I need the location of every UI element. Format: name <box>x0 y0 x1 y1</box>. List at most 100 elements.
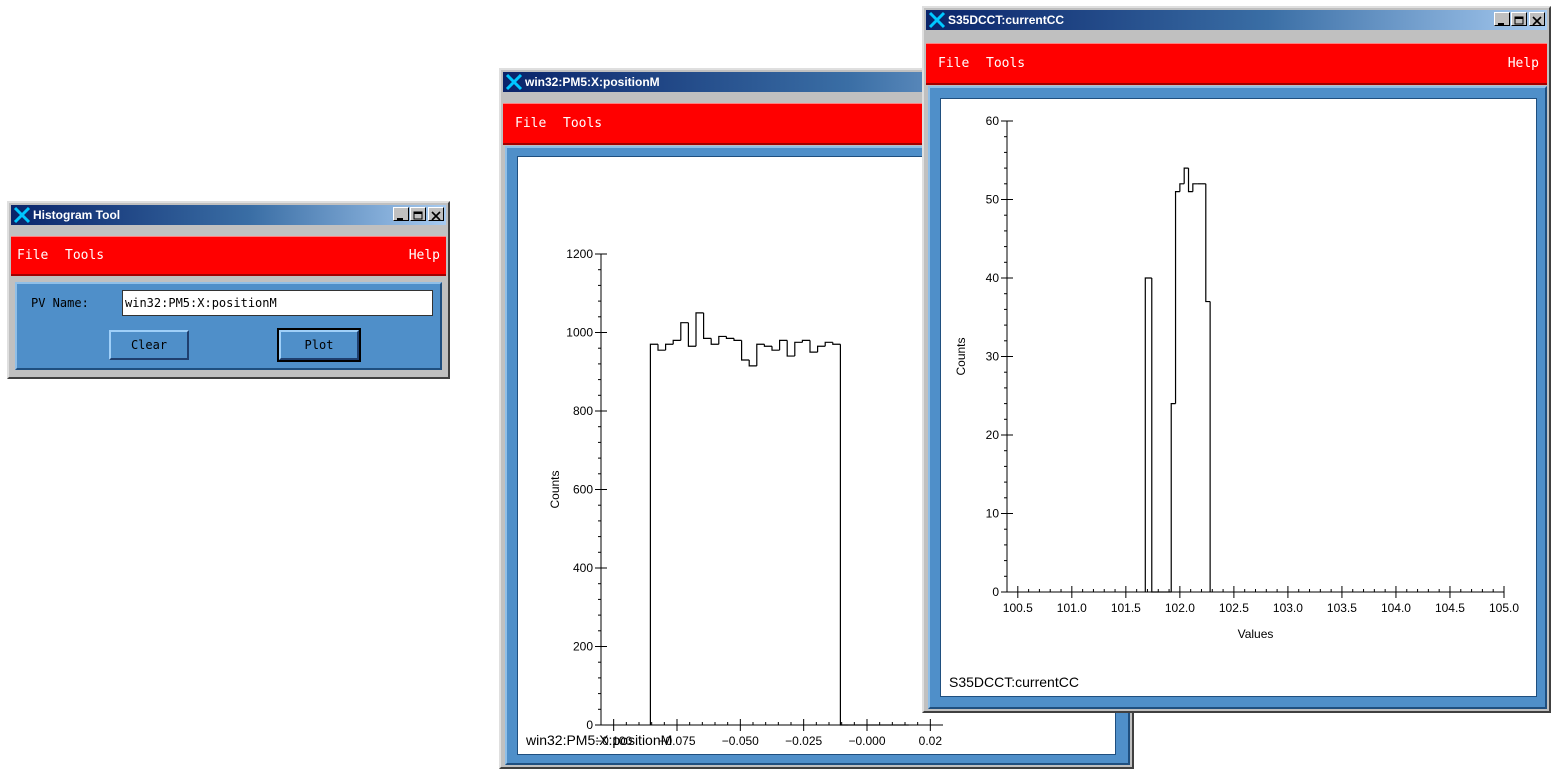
histogram-chart-1: 0 200 400 600 800 1000 1200 −0.100 −0.075 −0.050 −… <box>548 247 943 748</box>
x-tick-label: 102.5 <box>1219 601 1249 615</box>
histogram-bin <box>809 340 818 353</box>
histogram-bin <box>824 341 833 347</box>
menu-file[interactable]: File <box>17 248 49 263</box>
histogram-bin <box>1179 183 1185 192</box>
minimize-button[interactable] <box>393 207 409 221</box>
x-tick-label: 103.0 <box>1273 601 1303 615</box>
histogram-bin <box>763 344 772 347</box>
maximize-icon <box>1514 16 1524 25</box>
plot1-status-label: win32:PM5:X:positionM <box>526 732 673 748</box>
menu-file[interactable]: File <box>938 56 970 71</box>
histogram-bin <box>665 343 674 351</box>
y-tick-label: 0 <box>992 585 999 599</box>
histogram-bin <box>832 342 841 345</box>
y-tick-label: 400 <box>573 561 593 575</box>
x-tick-label: 101.5 <box>1111 601 1141 615</box>
pv-panel: PV Name: Clear Plot <box>15 282 442 370</box>
histogram-bin <box>733 338 742 341</box>
histogram-tool-titlebar[interactable]: Histogram Tool <box>11 205 446 225</box>
x-tick-label: 104.0 <box>1381 601 1411 615</box>
pv-name-input[interactable] <box>122 290 433 316</box>
menu-file[interactable]: File <box>515 116 547 131</box>
y-tick-label: 800 <box>573 404 593 418</box>
histogram-bin <box>1174 191 1180 404</box>
y-axis-label: Counts <box>548 470 562 508</box>
plot2-area: 0 10 20 30 40 50 60 100.5 101.0 101.5 102.0 102.5 10… <box>940 98 1537 697</box>
histogram-bin <box>748 359 757 367</box>
plot2-titlebar[interactable]: S35DCCT:currentCC <box>926 10 1547 30</box>
x-tick-label: 102.0 <box>1165 601 1195 615</box>
histogram-bin <box>1170 403 1176 592</box>
menu-tools[interactable]: Tools <box>986 56 1026 71</box>
x-tick-label: 104.5 <box>1435 601 1465 615</box>
y-tick-label: 30 <box>986 350 1000 364</box>
pv-name-label: PV Name: <box>31 296 89 310</box>
plot-button[interactable]: Plot <box>277 328 361 362</box>
minimize-icon <box>397 218 403 220</box>
x-tick-label: −0.100 <box>595 734 632 748</box>
x-logo-icon <box>13 206 31 224</box>
y-tick-label: 50 <box>986 193 1000 207</box>
x-tick-label: 0.02 <box>919 734 943 748</box>
menu-tools[interactable]: Tools <box>563 116 603 131</box>
histogram-bin <box>649 343 658 725</box>
x-tick-label: −0.025 <box>785 734 822 748</box>
clear-button[interactable]: Clear <box>109 330 189 360</box>
maximize-icon <box>413 211 423 220</box>
histogram-bin <box>703 312 712 339</box>
menu-tools[interactable]: Tools <box>65 248 105 263</box>
menu-bar: File Tools Help <box>926 43 1547 85</box>
y-tick-label: 0 <box>586 718 593 732</box>
x-tick-label: −0.000 <box>848 734 885 748</box>
close-button[interactable] <box>428 207 444 221</box>
histogram-bin <box>779 339 788 351</box>
histogram-tool-window: Histogram Tool File Tools Help PV Name: … <box>7 201 450 379</box>
histogram-bin <box>801 339 810 343</box>
plot-window-currentCC: S35DCCT:currentCC File Tools Help 0 10 20 3… <box>922 6 1551 713</box>
histogram-bin <box>771 346 780 351</box>
histogram-chart-2: 0 10 20 30 40 50 60 100.5 101.0 101.5 102.0 102.5 10… <box>954 114 1519 641</box>
close-button[interactable] <box>1529 12 1545 26</box>
plot2-status-label: S35DCCT:currentCC <box>949 674 1079 690</box>
maximize-button[interactable] <box>1511 12 1527 26</box>
histogram-bin <box>741 340 750 361</box>
histogram-bin <box>710 338 719 345</box>
x-tick-label: 101.0 <box>1057 601 1087 615</box>
histogram-bin <box>680 322 689 341</box>
x-tick-label: 105.0 <box>1489 601 1519 615</box>
menu-bar: File Tools Help <box>11 236 446 276</box>
y-tick-label: 1000 <box>566 326 593 340</box>
histogram-bin <box>1187 168 1193 193</box>
histogram-bin <box>1183 167 1189 184</box>
y-tick-label: 600 <box>573 483 593 497</box>
y-tick-label: 1200 <box>566 247 593 261</box>
histogram-bin <box>756 343 765 366</box>
x-tick-label: 100.5 <box>1003 601 1033 615</box>
close-icon <box>1532 16 1542 26</box>
menu-help[interactable]: Help <box>408 248 440 263</box>
x-axis-label: Values <box>1238 627 1274 641</box>
window-title: Histogram Tool <box>33 208 121 222</box>
histogram-bin <box>725 336 734 339</box>
y-tick-label: 200 <box>573 640 593 654</box>
x-tick-label: −0.050 <box>722 734 759 748</box>
histogram-bin <box>672 339 681 345</box>
histogram-bin <box>1151 278 1159 593</box>
x-logo-icon <box>505 73 523 91</box>
maximize-button[interactable] <box>410 207 426 221</box>
histogram-bin <box>718 335 727 345</box>
menu-help[interactable]: Help <box>1507 56 1539 71</box>
histogram-bin <box>657 344 666 351</box>
window-title: win32:PM5:X:positionM <box>525 75 660 89</box>
histogram-bin <box>1192 183 1198 192</box>
window-title: S35DCCT:currentCC <box>948 13 1065 27</box>
close-icon <box>431 211 441 221</box>
y-tick-label: 10 <box>986 507 1000 521</box>
histogram-bin <box>794 341 803 357</box>
histogram-bin <box>695 312 704 347</box>
minimize-button[interactable] <box>1494 12 1510 26</box>
y-tick-label: 60 <box>986 114 1000 128</box>
histogram-bin <box>687 322 696 347</box>
y-tick-label: 20 <box>986 428 1000 442</box>
histogram-bin <box>817 345 826 353</box>
